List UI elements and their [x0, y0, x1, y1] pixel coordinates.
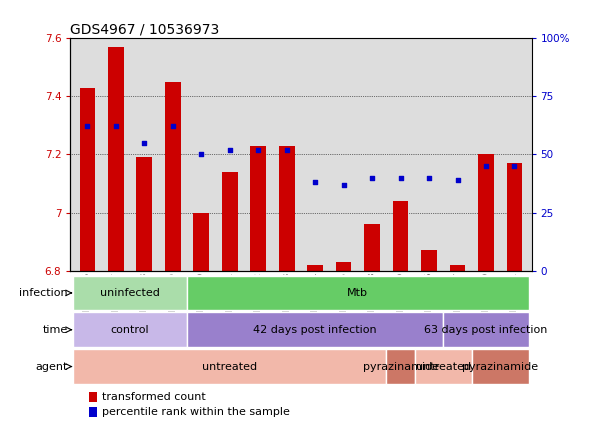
- Text: transformed count: transformed count: [101, 392, 205, 402]
- Text: control: control: [111, 325, 149, 335]
- Bar: [507, 163, 522, 271]
- Bar: [187, 313, 444, 347]
- Bar: [89, 392, 97, 402]
- Point: [367, 174, 377, 181]
- Text: untreated: untreated: [415, 362, 471, 371]
- Bar: [73, 313, 187, 347]
- Bar: [307, 265, 323, 271]
- Point: [282, 146, 291, 153]
- Bar: [478, 154, 494, 271]
- Bar: [472, 349, 529, 384]
- Bar: [187, 276, 529, 310]
- Point: [139, 140, 149, 146]
- Text: uninfected: uninfected: [100, 288, 160, 298]
- Bar: [251, 146, 266, 271]
- Point: [338, 181, 348, 188]
- Bar: [415, 349, 472, 384]
- Bar: [336, 262, 351, 271]
- Point: [453, 177, 463, 184]
- Text: 63 days post infection: 63 days post infection: [424, 325, 547, 335]
- Text: time: time: [43, 325, 68, 335]
- Point: [196, 151, 206, 158]
- Text: infection: infection: [20, 288, 68, 298]
- Text: percentile rank within the sample: percentile rank within the sample: [101, 407, 290, 417]
- Point: [510, 163, 519, 170]
- Point: [254, 146, 263, 153]
- Point: [424, 174, 434, 181]
- Bar: [444, 313, 529, 347]
- Bar: [393, 201, 408, 271]
- Bar: [165, 82, 181, 271]
- Point: [82, 123, 92, 130]
- Point: [396, 174, 406, 181]
- Bar: [222, 172, 238, 271]
- Bar: [279, 146, 295, 271]
- Bar: [194, 213, 209, 271]
- Text: GDS4967 / 10536973: GDS4967 / 10536973: [70, 23, 219, 37]
- Bar: [421, 250, 437, 271]
- Point: [225, 146, 235, 153]
- Bar: [108, 47, 123, 271]
- Text: agent: agent: [35, 362, 68, 371]
- Bar: [73, 349, 386, 384]
- Text: pyrazinamide: pyrazinamide: [462, 362, 538, 371]
- Bar: [73, 276, 187, 310]
- Point: [310, 179, 320, 186]
- Text: pyrazinamide: pyrazinamide: [362, 362, 439, 371]
- Bar: [89, 407, 97, 417]
- Text: untreated: untreated: [202, 362, 257, 371]
- Point: [481, 163, 491, 170]
- Text: Mtb: Mtb: [348, 288, 368, 298]
- Point: [111, 123, 121, 130]
- Bar: [386, 349, 415, 384]
- Bar: [79, 88, 95, 271]
- Text: 42 days post infection: 42 days post infection: [254, 325, 377, 335]
- Bar: [364, 224, 380, 271]
- Bar: [136, 157, 152, 271]
- Bar: [450, 265, 466, 271]
- Point: [168, 123, 178, 130]
